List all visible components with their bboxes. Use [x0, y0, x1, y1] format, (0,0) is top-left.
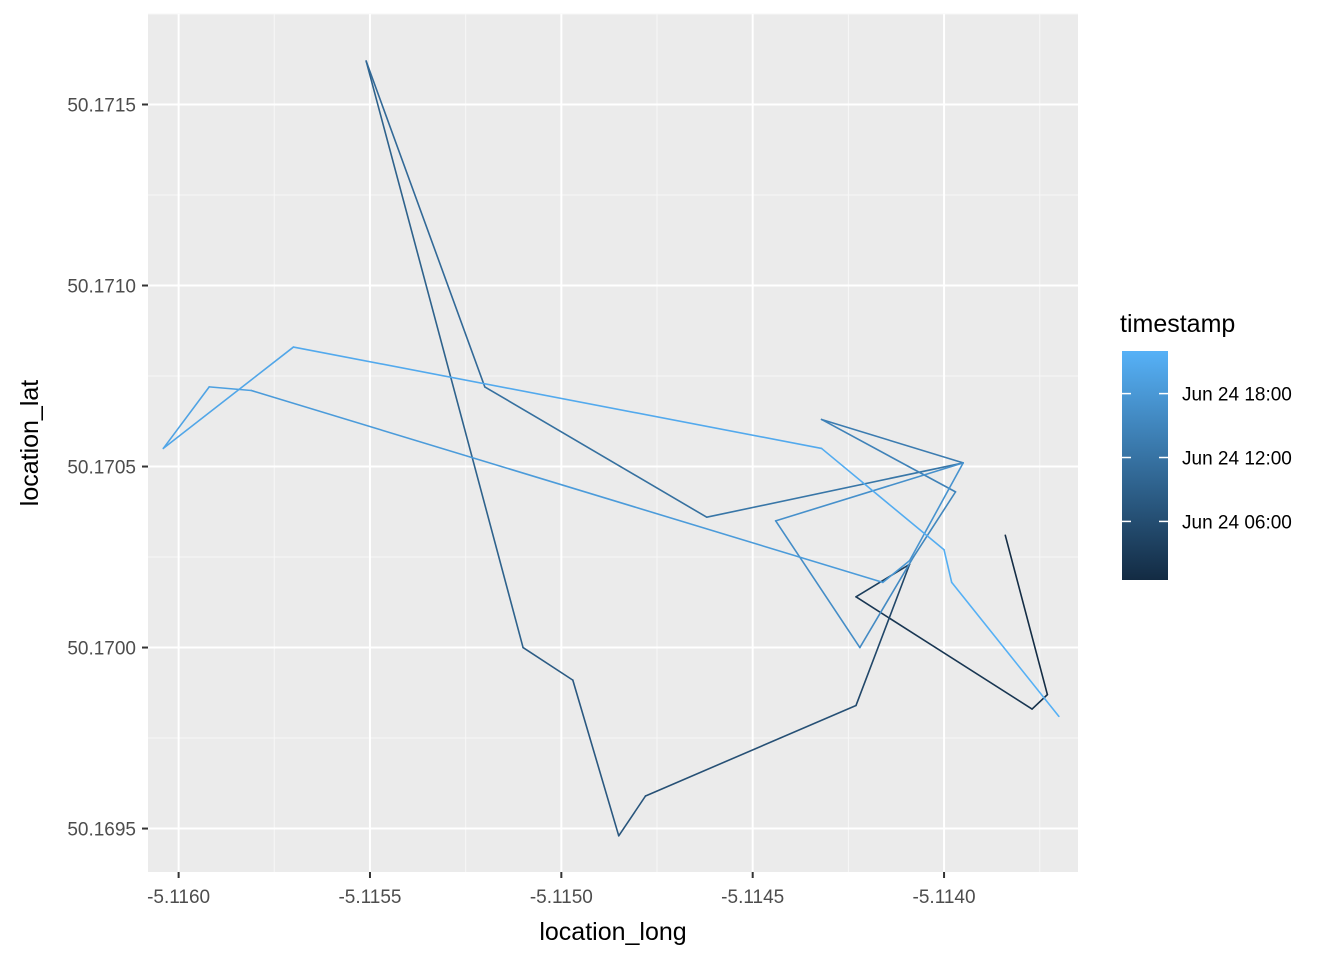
track-segment — [365, 60, 486, 388]
y-tick-label: 50.1715 — [67, 96, 136, 117]
legend-break-label: Jun 24 18:00 — [1182, 385, 1292, 406]
track-segment — [774, 520, 861, 649]
track-segment — [855, 596, 1033, 710]
track-segment — [820, 447, 945, 551]
track-segment — [162, 386, 211, 450]
track-segment — [522, 646, 574, 681]
track-segment — [162, 346, 295, 450]
y-axis: 50.1695 50.1700 50.1705 50.1710 50.1715 — [67, 96, 148, 841]
track-segment — [855, 563, 911, 707]
x-tick-label: -5.1155 — [338, 887, 401, 908]
x-tick-label: -5.1140 — [913, 887, 976, 908]
track-segment — [882, 559, 911, 584]
y-axis-title: location_lat — [16, 380, 44, 507]
track-segment — [820, 418, 957, 493]
track-segment — [1004, 534, 1049, 696]
x-tick-label: -5.1150 — [530, 887, 593, 908]
legend-break-label: Jun 24 06:00 — [1182, 512, 1292, 533]
y-tick-label: 50.1710 — [67, 277, 136, 298]
y-tick-label: 50.1695 — [67, 820, 136, 841]
track-segment — [774, 462, 964, 522]
x-axis: -5.1160 -5.1155 -5.1150 -5.1145 -5.1140 — [147, 872, 976, 908]
x-tick-label: -5.1160 — [147, 887, 210, 908]
track-segment — [292, 346, 823, 450]
track-line — [162, 60, 1060, 837]
track-segment — [912, 491, 957, 558]
track-segment — [950, 581, 1060, 718]
major-gridlines — [148, 14, 1078, 872]
x-axis-title: location_long — [539, 918, 686, 946]
legend-break-label: Jun 24 12:00 — [1182, 449, 1292, 470]
track-segment — [365, 60, 524, 649]
legend-colorbar — [1122, 351, 1168, 580]
track-segment — [208, 386, 253, 392]
track-segment — [617, 795, 647, 837]
x-tick-label: -5.1145 — [721, 887, 784, 908]
y-tick-label: 50.1705 — [67, 458, 136, 479]
track-segment — [859, 556, 915, 649]
track-segment — [855, 563, 911, 598]
track-segment — [820, 418, 964, 464]
track-segment — [250, 389, 884, 584]
track-segment — [1031, 693, 1049, 710]
track-segment — [908, 462, 964, 562]
plot-panel — [148, 14, 1078, 872]
legend-title: timestamp — [1120, 310, 1235, 338]
track-segment — [644, 704, 857, 797]
legend-breaks: Jun 24 06:00 Jun 24 12:00 Jun 24 18:00 — [1122, 385, 1292, 533]
y-tick-label: 50.1700 — [67, 639, 136, 660]
track-segment — [943, 548, 953, 584]
track-segment — [572, 679, 620, 837]
track-segment — [483, 386, 708, 519]
track-segment — [705, 462, 964, 519]
minor-gridlines — [148, 13, 1078, 872]
